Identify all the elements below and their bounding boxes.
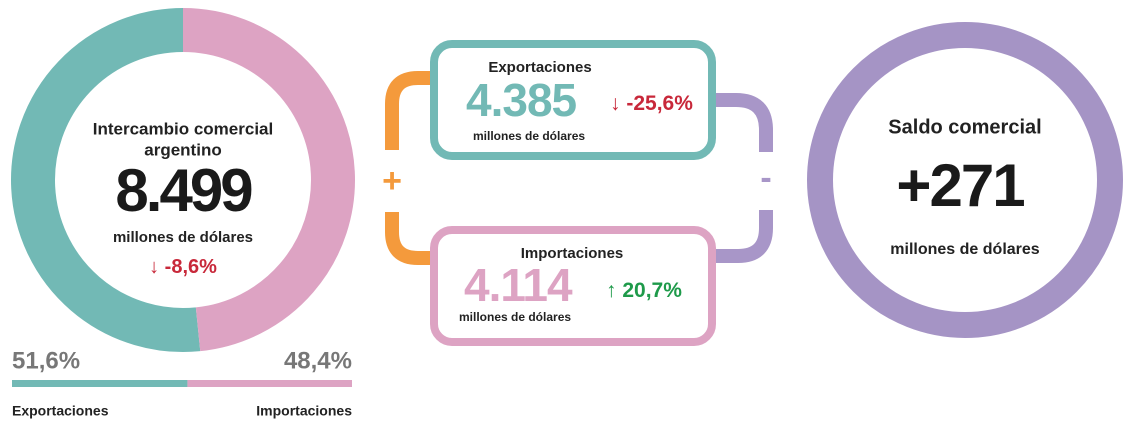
box-value: 4.114 — [464, 259, 573, 311]
share-bar — [12, 380, 188, 387]
bracket — [385, 71, 432, 150]
bracket — [712, 210, 773, 263]
saldo-ring — [807, 22, 1123, 338]
plus-bracket — [385, 71, 432, 265]
box-change: ↓ -25,6% — [610, 92, 693, 115]
share-label: 51,6% — [12, 347, 80, 374]
bracket — [385, 212, 432, 265]
share-bar — [187, 380, 352, 387]
share-name: Importaciones — [256, 403, 352, 419]
change: -25,6% — [626, 92, 693, 115]
box-unit: millones de dólares — [459, 310, 571, 324]
saldo-unit: millones de dólares — [890, 241, 1039, 258]
arrow: ↓ — [610, 92, 621, 115]
arrow: ↑ — [606, 279, 617, 302]
box-unit: millones de dólares — [473, 129, 585, 143]
donut — [11, 8, 355, 352]
box-change: ↑ 20,7% — [606, 279, 682, 302]
share-label: 48,4% — [284, 347, 352, 374]
minus-bracket — [712, 93, 773, 263]
donut-title: argentino — [144, 140, 221, 159]
total-value: 8.499 — [115, 157, 252, 224]
change: -8,6% — [165, 256, 217, 278]
operator: - — [760, 159, 771, 197]
bracket — [712, 93, 773, 152]
operator: + — [382, 162, 402, 200]
box-title: Exportaciones — [488, 59, 591, 76]
share-name: Exportaciones — [12, 403, 109, 419]
box-title: Importaciones — [521, 245, 624, 262]
import-box — [430, 226, 716, 346]
box-value: 4.385 — [466, 74, 577, 126]
saldo-value: +271 — [896, 152, 1024, 219]
donut-segment — [11, 8, 201, 352]
change: 20,7% — [622, 279, 682, 302]
total-unit: millones de dólares — [113, 229, 253, 246]
total-change: ↓ -8,6% — [149, 256, 217, 278]
saldo-title: Saldo comercial — [888, 116, 1041, 138]
donut-segment — [182, 8, 355, 352]
export-box — [430, 40, 716, 160]
donut-title: Intercambio comercial — [93, 119, 273, 138]
arrow: ↓ — [149, 256, 159, 278]
